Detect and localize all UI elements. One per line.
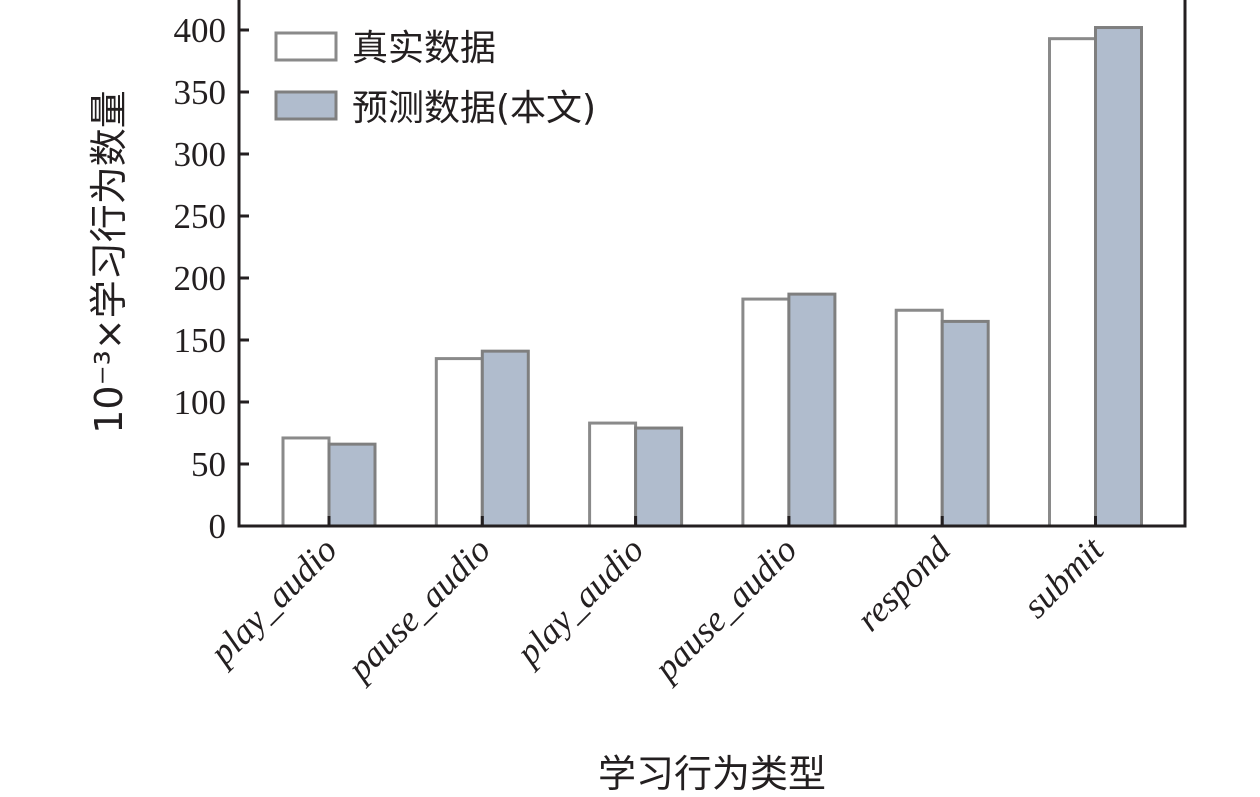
bar-real-5 (1048, 37, 1097, 528)
x-tick-label-5: submit (1015, 529, 1112, 626)
y-tick-label-6: 300 (174, 135, 227, 174)
bar-predicted-3 (787, 292, 837, 528)
x-tick-label-1: pause_audio (337, 529, 498, 690)
y-tick-label-0: 0 (209, 507, 227, 546)
bars-layer (281, 26, 1143, 528)
legend: 真实数据 预测数据(本文) (274, 28, 596, 129)
x-axis-title: 学习行为类型 (598, 752, 826, 796)
bar-real-3 (741, 297, 791, 528)
bar-real-1 (434, 357, 484, 528)
x-tick-label-0: play_audio (200, 529, 345, 674)
x-tick-label-3: pause_audio (644, 529, 805, 690)
x-tick-label-4: respond (848, 529, 958, 639)
bar-predicted-0 (327, 442, 377, 528)
legend-swatch-predicted (274, 90, 338, 121)
bar-real-2 (588, 421, 638, 528)
legend-label-predicted: 预测数据(本文) (352, 88, 596, 129)
bar-real-0 (281, 436, 331, 528)
y-tick-label-8: 400 (174, 11, 227, 50)
y-tick-label-1: 50 (191, 445, 226, 484)
bar-predicted-4 (940, 319, 990, 528)
bar-predicted-2 (634, 426, 684, 528)
y-tick-label-7: 350 (174, 73, 227, 112)
y-tick-label-4: 200 (174, 259, 227, 298)
plot-frame (237, 0, 1187, 528)
legend-swatch-real (274, 31, 338, 62)
bar-real-4 (894, 308, 944, 528)
y-tick-label-2: 100 (174, 383, 227, 422)
x-tick-label-2: play_audio (506, 529, 651, 674)
y-tick-label-5: 250 (174, 197, 227, 236)
y-axis-title: 10⁻³×学习行为数量 (87, 90, 131, 434)
legend-label-real: 真实数据 (352, 28, 496, 69)
bar-predicted-5 (1094, 26, 1143, 528)
bar-predicted-1 (480, 349, 530, 528)
y-tick-label-3: 150 (174, 321, 227, 360)
